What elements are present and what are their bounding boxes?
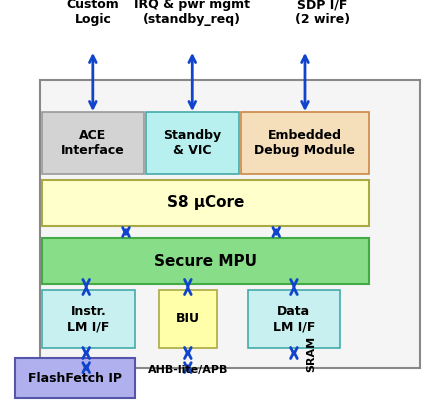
Text: FlashFetch IP: FlashFetch IP [28,372,122,384]
FancyBboxPatch shape [42,180,369,226]
FancyBboxPatch shape [159,290,217,348]
Text: BIU: BIU [176,312,200,326]
FancyBboxPatch shape [42,238,369,284]
Text: Data
LM I/F: Data LM I/F [273,305,315,333]
Text: Instr.
LM I/F: Instr. LM I/F [67,305,110,333]
Text: Standby
& VIC: Standby & VIC [163,129,221,157]
Text: S8 μCore: S8 μCore [167,196,244,210]
FancyBboxPatch shape [146,112,239,174]
Bar [40,80,420,368]
Text: Custom
Logic: Custom Logic [66,0,119,26]
FancyBboxPatch shape [248,290,340,348]
Text: ACE
Interface: ACE Interface [61,129,125,157]
FancyBboxPatch shape [42,112,144,174]
Text: SDP I/F
(2 wire): SDP I/F (2 wire) [295,0,350,26]
FancyBboxPatch shape [241,112,369,174]
Text: Secure MPU: Secure MPU [154,254,257,268]
Text: Embedded
Debug Module: Embedded Debug Module [255,129,355,157]
Text: SRAM: SRAM [307,336,316,372]
Text: IRQ & pwr mgmt
(standby_req): IRQ & pwr mgmt (standby_req) [134,0,250,26]
FancyBboxPatch shape [15,358,135,398]
Text: AHB-lite/APB: AHB-lite/APB [148,365,228,375]
FancyBboxPatch shape [42,290,135,348]
